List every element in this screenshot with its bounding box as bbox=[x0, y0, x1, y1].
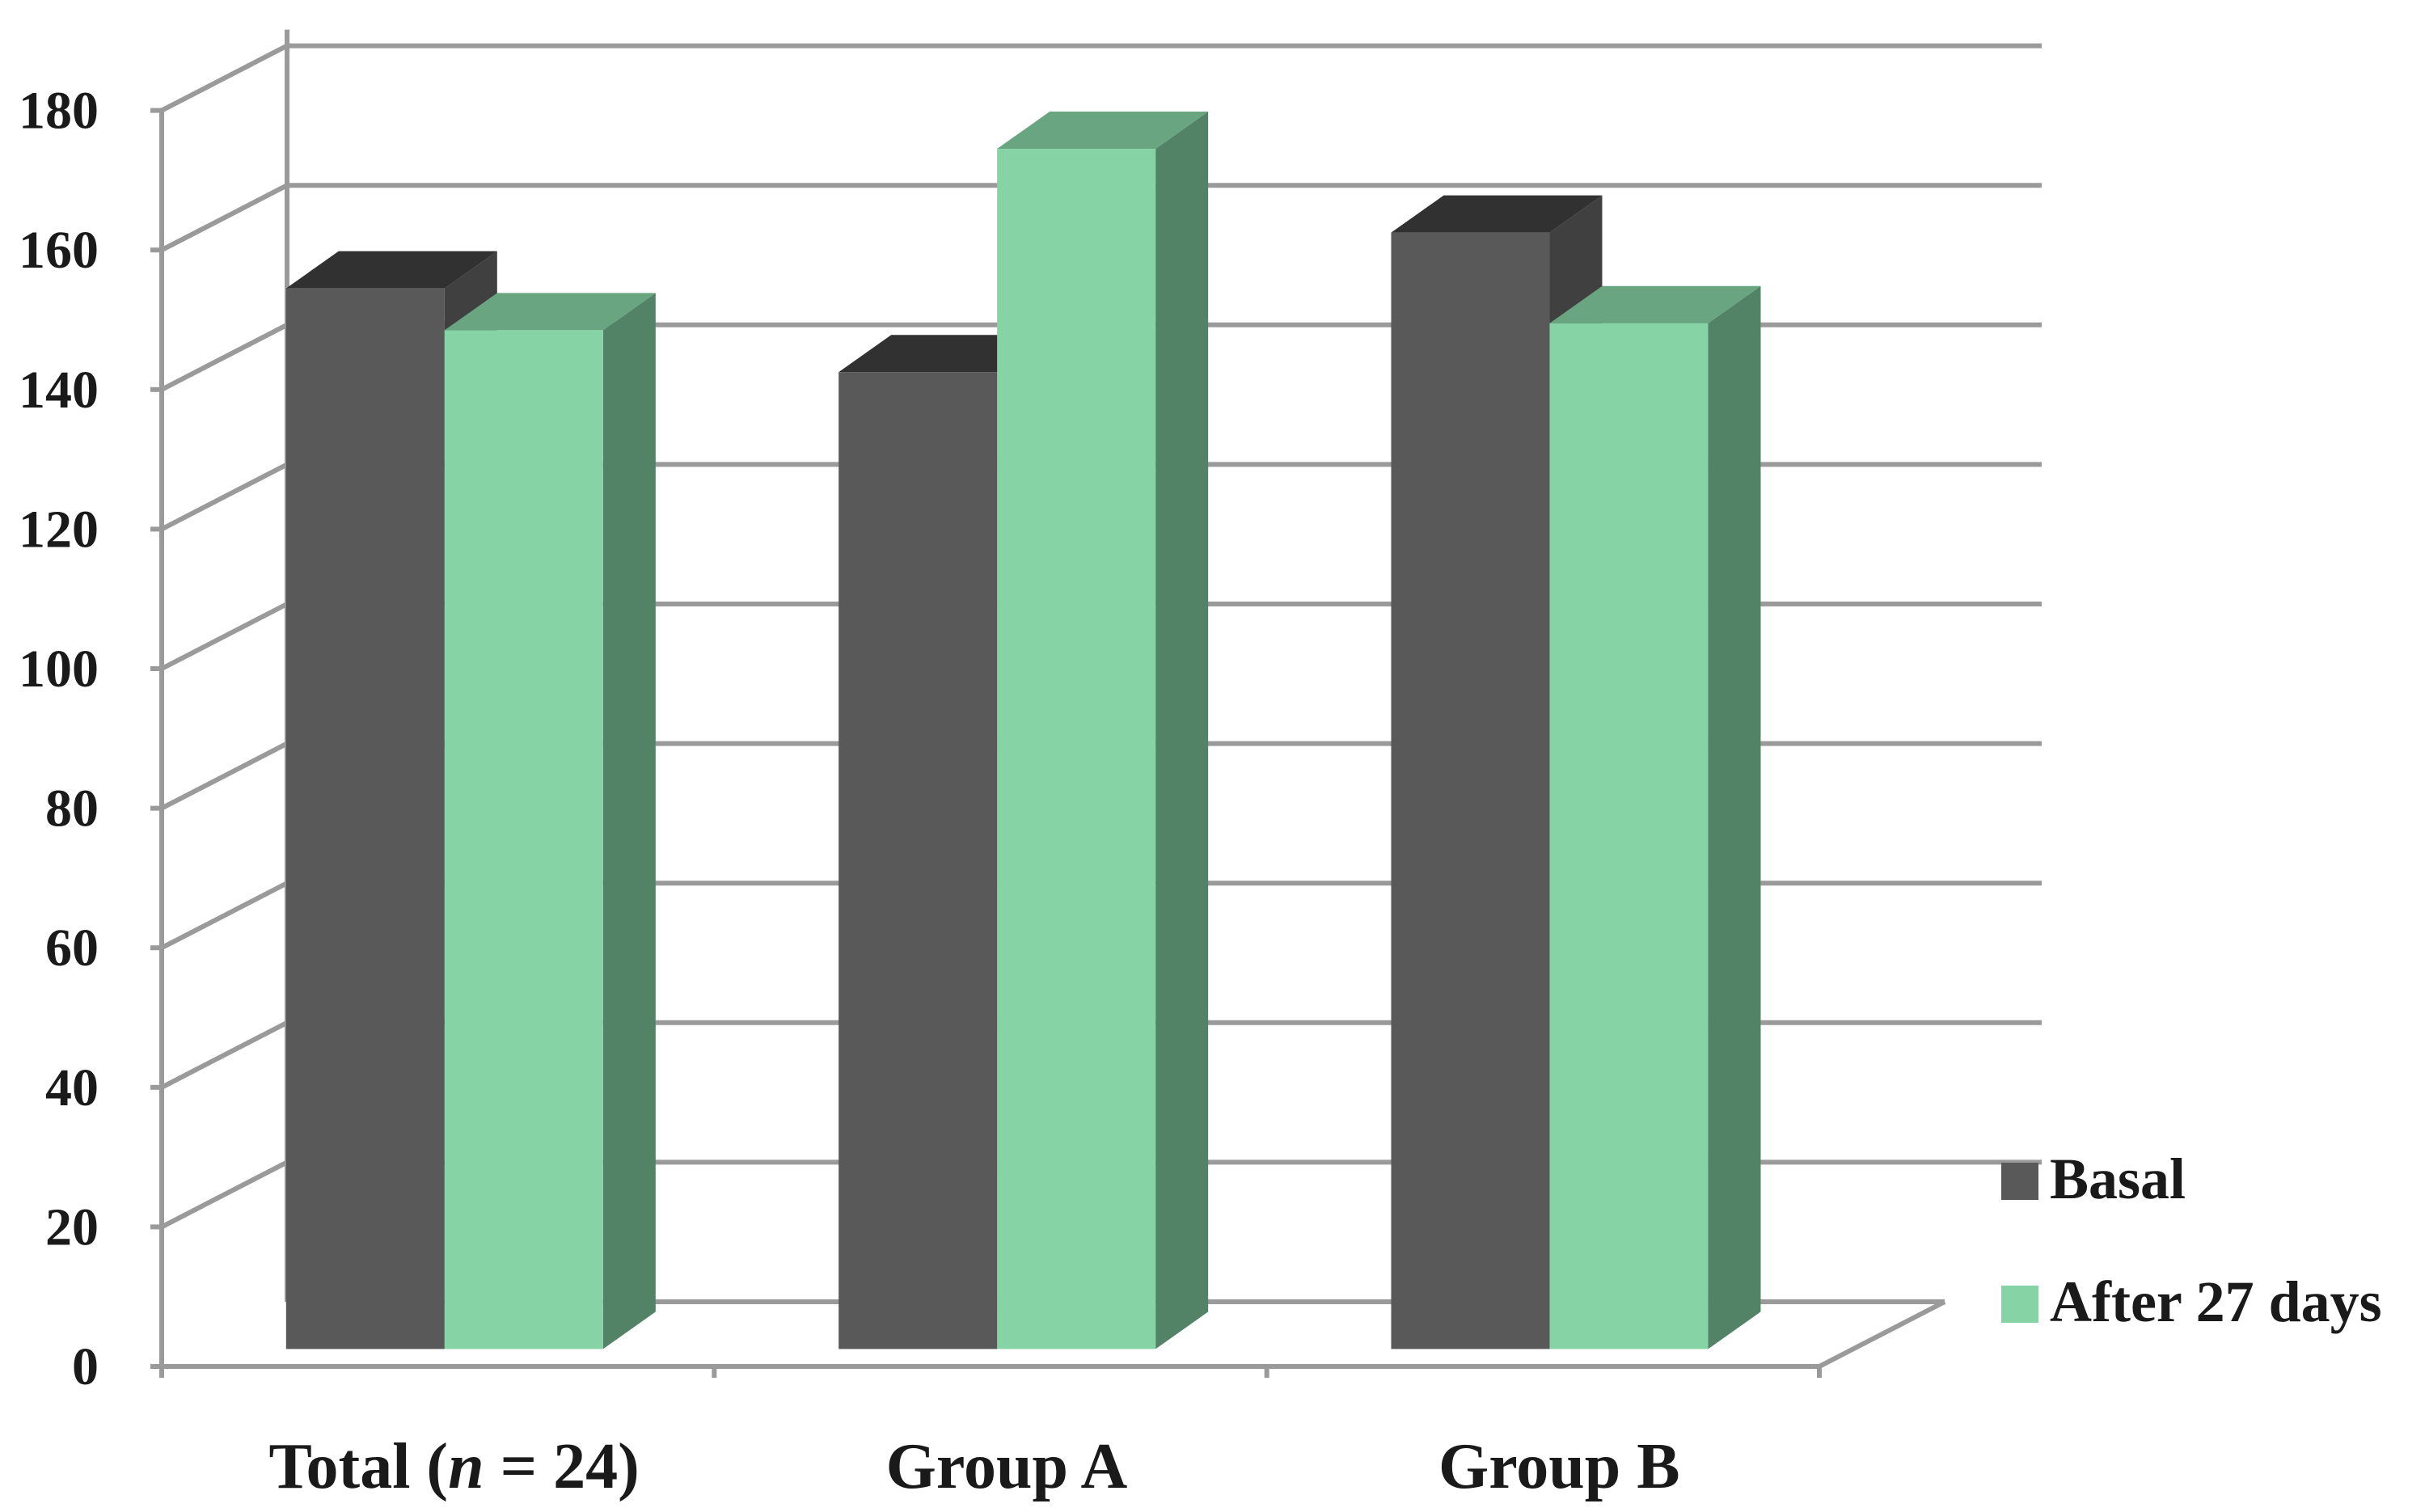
bar-side bbox=[1155, 112, 1209, 1349]
bar-front bbox=[285, 288, 445, 1349]
bar-top bbox=[444, 293, 656, 331]
y-tick-label: 60 bbox=[45, 919, 99, 978]
bar-front bbox=[839, 372, 998, 1349]
y-tick-label: 40 bbox=[45, 1058, 99, 1117]
bar-side bbox=[1708, 285, 1761, 1349]
bar-front bbox=[1391, 232, 1550, 1349]
bar-front bbox=[1549, 323, 1709, 1349]
y-tick-label: 160 bbox=[19, 221, 99, 280]
bar-top bbox=[839, 335, 1050, 373]
bar-top bbox=[285, 251, 497, 289]
legend-label: After 27 days bbox=[2050, 1269, 2382, 1334]
bar-side bbox=[602, 293, 656, 1349]
bar-after-27-days-0 bbox=[444, 293, 656, 1349]
y-tick-label: 20 bbox=[45, 1197, 99, 1256]
y-tick-label: 120 bbox=[19, 500, 99, 559]
axes bbox=[150, 108, 1822, 1378]
legend-item: Basal bbox=[2001, 1147, 2186, 1211]
gridline-diagonal bbox=[160, 43, 289, 113]
y-tick-label: 140 bbox=[19, 361, 99, 420]
y-tick-label: 80 bbox=[45, 779, 99, 838]
bar-top bbox=[997, 112, 1209, 150]
y-tick-label: 100 bbox=[19, 640, 99, 699]
floor-right-edge bbox=[1818, 1299, 1946, 1369]
bar-top bbox=[1549, 285, 1761, 323]
y-tick-label: 0 bbox=[72, 1337, 99, 1396]
category-label: Group B bbox=[1438, 1431, 1680, 1502]
legend-swatch bbox=[2001, 1286, 2038, 1323]
gridline-diagonal bbox=[160, 462, 289, 532]
bar-after-27-days-2 bbox=[1549, 285, 1761, 1349]
legend: Basal After 27 days bbox=[2001, 1147, 2382, 1334]
gridline-diagonal bbox=[160, 183, 289, 252]
bar-front bbox=[997, 149, 1156, 1349]
bar-front bbox=[444, 330, 603, 1349]
legend-item: After 27 days bbox=[2001, 1269, 2382, 1334]
gridline-diagonal bbox=[160, 602, 289, 671]
category-label: Group A bbox=[886, 1431, 1128, 1502]
gridline-diagonal bbox=[160, 1020, 289, 1090]
gridline-diagonal bbox=[160, 1159, 289, 1230]
gridline-diagonal bbox=[160, 881, 289, 950]
y-tick-label: 180 bbox=[19, 82, 99, 141]
bar-top bbox=[1391, 195, 1603, 233]
legend-swatch bbox=[2001, 1163, 2038, 1200]
y-axis-tick-labels: 0 20 40 60 80 100 120 140 160 180 bbox=[19, 82, 99, 1396]
category-labels: Total (n = 24) Group A Group B bbox=[269, 1431, 1680, 1502]
legend-label: Basal bbox=[2050, 1147, 2186, 1211]
gridline-diagonal bbox=[160, 323, 289, 392]
bar-after-27-days-1 bbox=[997, 112, 1209, 1349]
category-label: Total (n = 24) bbox=[269, 1431, 640, 1502]
bars bbox=[285, 112, 1761, 1349]
gridline-diagonal bbox=[160, 741, 289, 811]
